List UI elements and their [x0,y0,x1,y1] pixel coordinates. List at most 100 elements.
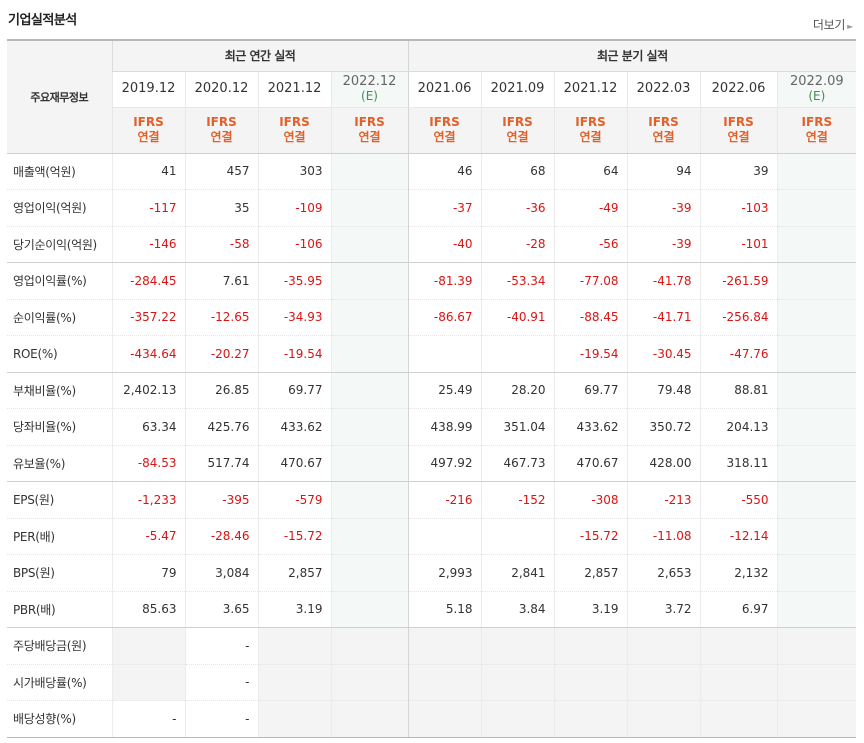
table-cell: 517.74 [184,445,258,482]
row-label: EPS(원) [7,481,112,519]
table-cell: 457 [184,153,258,190]
table-cell: -5.47 [111,518,185,555]
table-cell: -53.34 [480,262,555,300]
table-cell: -81.39 [407,262,482,300]
table-cell [776,408,857,446]
table-cell: -41.71 [626,299,701,336]
table-cell [776,554,857,592]
table-cell [407,335,482,373]
table-cell: - [184,627,258,665]
accounting-standard-header: IFRS 연결 [330,107,409,154]
row-label: 순이익률(%) [7,299,112,336]
quarterly-group-header: 최근 분기 실적 [407,40,857,72]
table-cell: 3.84 [480,591,555,628]
consolidation-label: 연결 [805,130,828,144]
table-cell [111,627,185,665]
period-label: 2022.03 [636,81,691,96]
annual-group-header: 최근 연간 실적 [111,40,409,72]
table-cell: -88.45 [553,299,628,336]
table-cell [699,627,778,665]
more-link[interactable]: 더보기 ► [813,16,853,33]
table-cell [553,700,628,738]
period-header: 2021.12 [553,71,628,108]
table-row: BPS(원) 79 3,084 2,857 2,993 2,841 2,857 2,653 2,… [7,554,857,592]
table-cell: 35 [184,189,258,227]
table-cell: -12.65 [184,299,258,336]
period-header: 2021.06 [407,71,482,108]
table-cell [257,627,331,665]
table-cell: -12.14 [699,518,778,555]
table-cell [699,700,778,738]
table-cell [330,445,409,482]
row-label: BPS(원) [7,554,112,592]
standard-label: IFRS [206,115,237,129]
row-label: 매출액(억원) [7,153,112,190]
table-cell [776,700,857,738]
period-label: 2019.12 [121,81,176,96]
consolidation-label: 연결 [506,130,529,144]
table-cell [626,700,701,738]
table-cell: -106 [257,226,331,263]
row-label: 주당배당금(원) [7,627,112,665]
chevron-right-icon: ► [847,22,853,31]
consolidation-label: 연결 [433,130,456,144]
standard-label: IFRS [723,115,754,129]
table-cell [480,664,555,701]
table-cell: 3.72 [626,591,701,628]
table-cell [776,481,857,519]
table-cell [257,700,331,738]
table-cell: 2,841 [480,554,555,592]
table-row: 순이익률(%) -357.22 -12.65 -34.93 -86.67 -40.91 -8… [7,299,857,336]
table-cell: -109 [257,189,331,227]
table-cell [776,335,857,373]
period-label: 2022.06 [711,81,766,96]
table-cell [330,335,409,373]
table-cell: 85.63 [111,591,185,628]
table-cell [776,627,857,665]
table-cell [407,700,482,738]
section-title: 기업실적분석 [8,13,77,28]
table-cell [330,627,409,665]
table-cell: 470.67 [553,445,628,482]
table-row: 매출액(억원) 41 457 303 46 68 64 94 39 [7,153,857,190]
more-link-label: 더보기 [812,18,846,32]
row-label: 부채비율(%) [7,372,112,409]
table-row: 배당성향(%) - - [7,700,857,738]
table-cell: 6.97 [699,591,778,628]
table-cell: 2,653 [626,554,701,592]
table-cell: 3.19 [553,591,628,628]
table-cell: -146 [111,226,185,263]
row-label: PBR(배) [7,591,112,628]
consolidation-label: 연결 [137,130,160,144]
table-cell: -41.78 [626,262,701,300]
standard-label: IFRS [801,115,833,129]
table-cell: 5.18 [407,591,482,628]
standard-label: IFRS [279,115,310,129]
table-cell: 69.77 [257,372,331,409]
period-header-row: 2019.12 2020.12 2021.12 2022.12 (E) 2021.06 20… [7,71,857,108]
table-cell: 79 [111,554,185,592]
row-label: PER(배) [7,518,112,555]
table-cell: -58 [184,226,258,263]
estimate-label: (E) [361,89,378,103]
table-cell: 69.77 [553,372,628,409]
table-cell [776,664,857,701]
table-cell: 467.73 [480,445,555,482]
table-row: 주당배당금(원) - [7,627,857,665]
table-cell: 425.76 [184,408,258,446]
table-cell: 497.92 [407,445,482,482]
consolidation-label: 연결 [283,130,306,144]
table-cell: -34.93 [257,299,331,336]
row-label: ROE(%) [7,335,112,373]
period-label: 2022.12 [342,74,397,89]
table-cell [111,664,185,701]
table-cell: - [111,700,185,738]
table-cell: 433.62 [553,408,628,446]
table-cell: -213 [626,481,701,519]
consolidation-label: 연결 [358,130,381,144]
table-cell: 351.04 [480,408,555,446]
table-cell: -28 [480,226,555,263]
table-cell: 94 [626,153,701,190]
standard-label: IFRS [429,115,460,129]
accounting-standard-header: IFRS 연결 [776,107,857,154]
